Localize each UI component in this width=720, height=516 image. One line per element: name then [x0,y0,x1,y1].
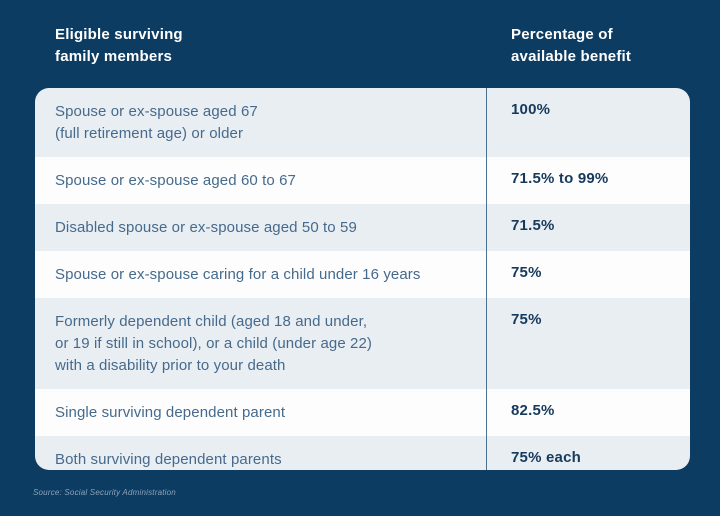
benefit-cell: 71.5% to 99% [486,157,690,205]
table-row: Formerly dependent child (aged 18 and un… [35,298,690,390]
table-row: Spouse or ex-spouse aged 67 (full retire… [35,88,690,158]
benefit-cell: 75% [486,251,690,299]
column-header-benefit: Percentage of available benefit [511,26,632,65]
benefit-cell: 71.5% [486,204,690,252]
member-cell: Single surviving dependent parent [55,404,286,422]
member-cell: Spouse or ex-spouse aged 67 (full retire… [55,103,258,143]
table-row: Both surviving dependent parents 75% each [35,436,690,470]
table-row: Spouse or ex-spouse caring for a child u… [35,251,690,299]
benefit-cell: 75% [486,298,690,390]
table-row: Single surviving dependent parent 82.5% [35,389,690,437]
member-cell: Both surviving dependent parents [55,451,282,469]
table-row: Spouse or ex-spouse aged 60 to 67 71.5% t… [35,157,690,205]
table-row: Disabled spouse or ex-spouse aged 50 to … [35,204,690,252]
benefit-cell: 82.5% [486,389,690,437]
member-cell: Formerly dependent child (aged 18 and un… [55,313,373,375]
benefits-table: Spouse or ex-spouse aged 67 (full retire… [35,88,690,470]
member-cell: Disabled spouse or ex-spouse aged 50 to … [55,219,357,237]
benefit-cell: 75% each [486,436,690,470]
member-cell: Spouse or ex-spouse aged 60 to 67 [55,172,296,190]
column-header-members: Eligible surviving family members [55,26,183,65]
member-cell: Spouse or ex-spouse caring for a child u… [55,266,421,284]
source-attribution: Source: Social Security Administration [33,488,176,497]
benefit-cell: 100% [486,88,690,158]
